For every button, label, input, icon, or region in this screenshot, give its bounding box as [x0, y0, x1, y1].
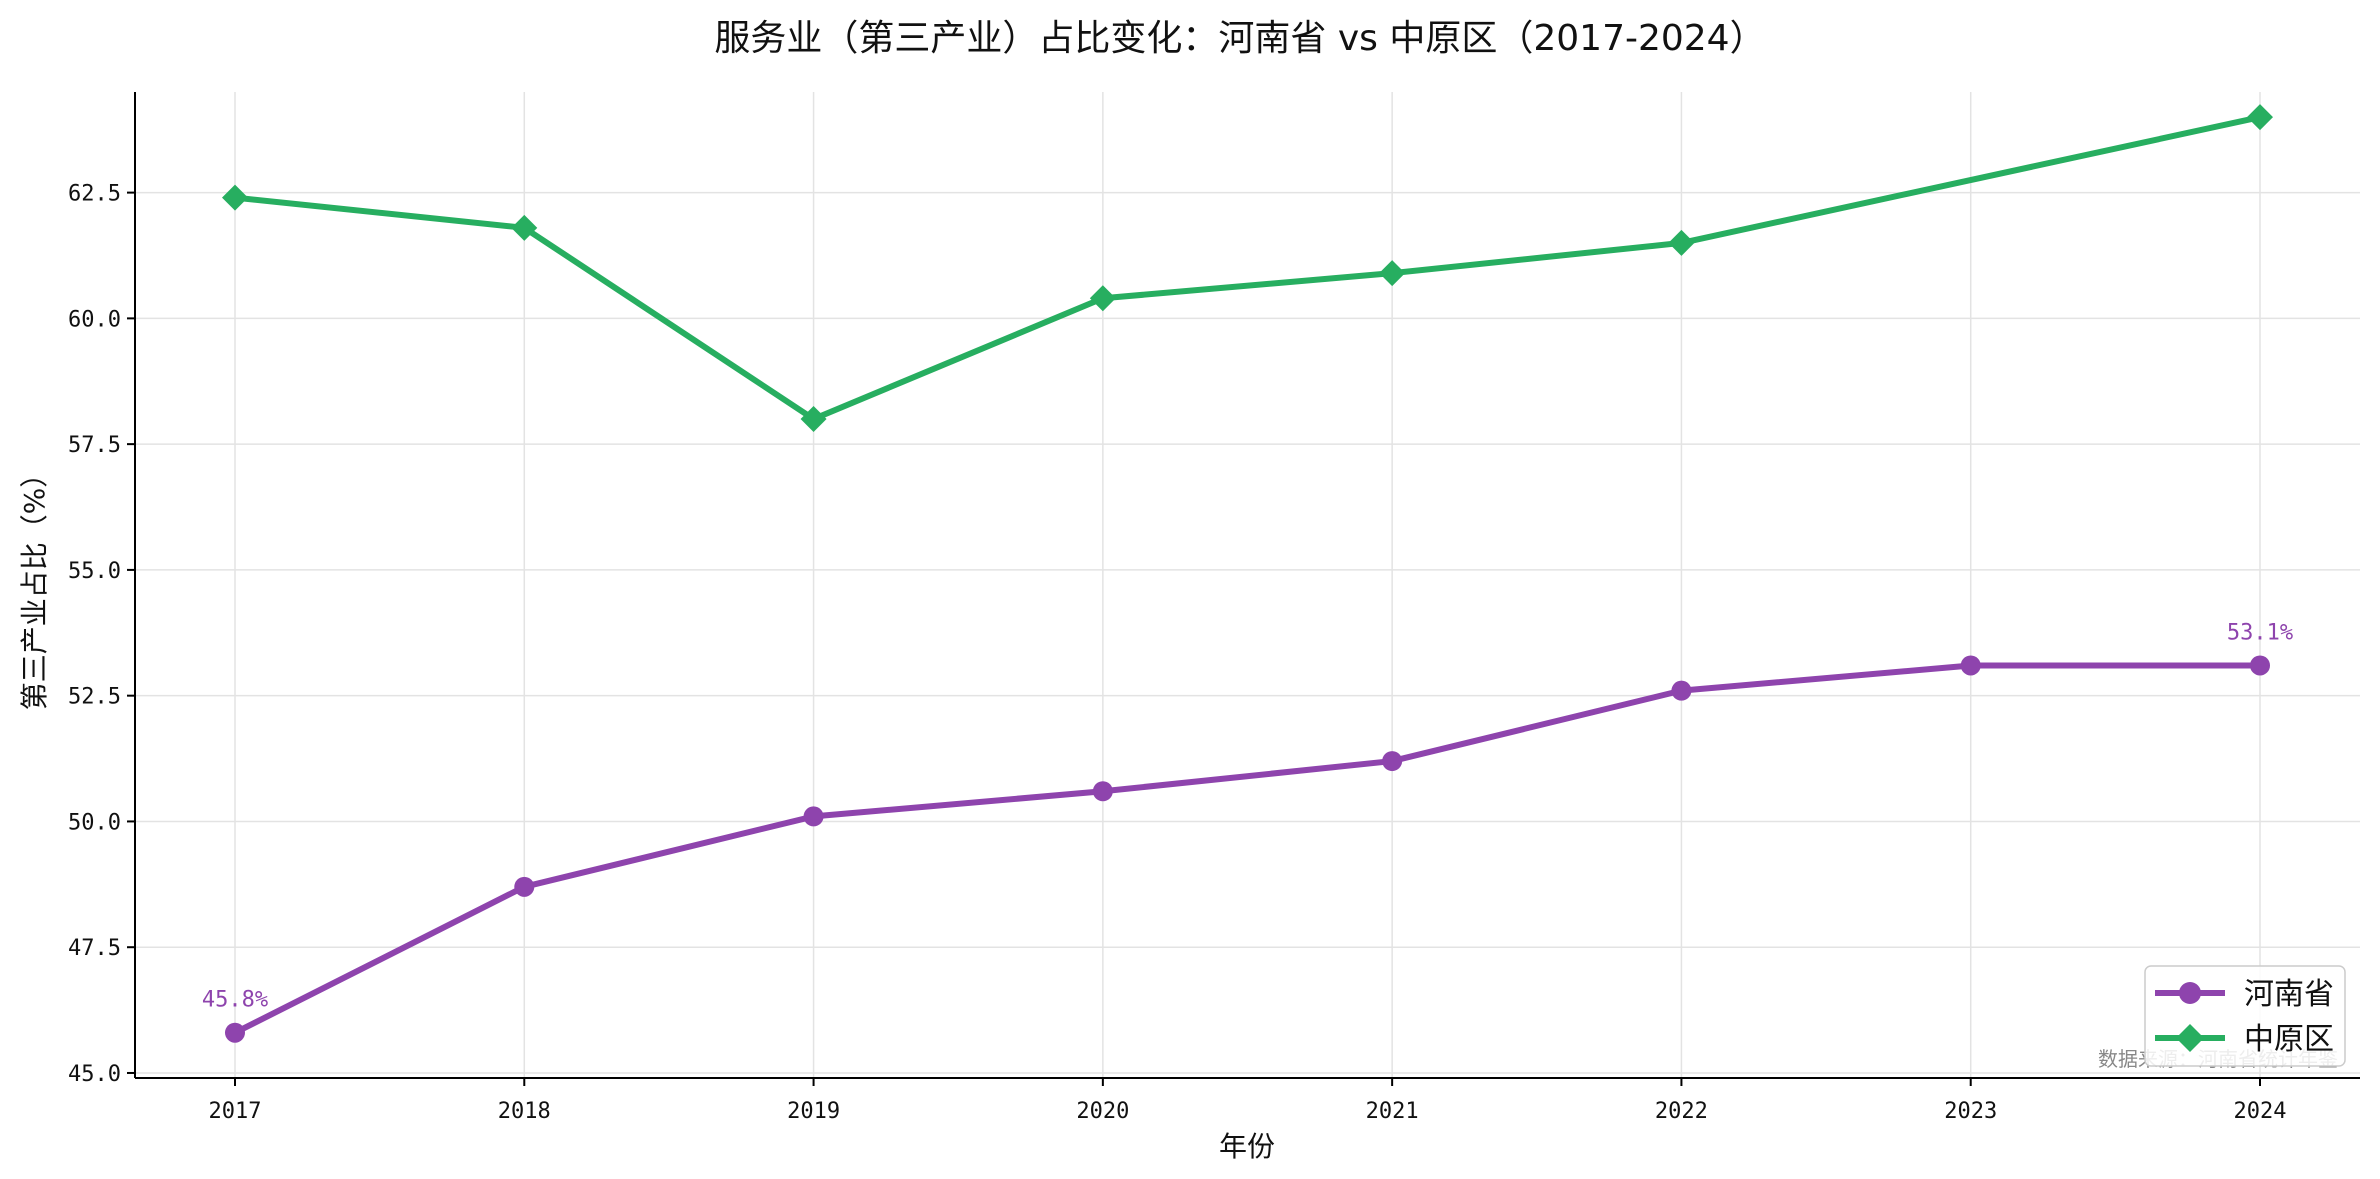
- y-tick-label: 62.5: [68, 182, 121, 207]
- x-tick-label: 2020: [1076, 1099, 1129, 1124]
- data-point-1-2: [800, 405, 827, 432]
- x-tick-label: 2019: [787, 1099, 840, 1124]
- x-tick-label: 2023: [1944, 1099, 1997, 1124]
- legend-label-0: 河南省: [2244, 977, 2334, 1012]
- x-axis-label: 年份: [1219, 1130, 1275, 1163]
- y-ticks: 45.0 47.5 50.0 52.5 55.0 57.5 60.0 62.5: [68, 182, 135, 1087]
- data-point-1-5: [1668, 229, 1695, 256]
- y-tick-label: 57.5: [68, 433, 121, 458]
- series-line-0: [232, 662, 2263, 1036]
- x-tick-label: 2021: [1366, 1099, 1419, 1124]
- data-point-0-2: [803, 806, 824, 827]
- data-point-0-0: [225, 1022, 245, 1043]
- data-point-0-1: [514, 876, 535, 897]
- x-tick-label: 2018: [498, 1099, 551, 1124]
- y-tick-label: 52.5: [68, 685, 121, 710]
- series-lines: [232, 114, 2263, 1036]
- data-label-1: 53.1%: [2227, 620, 2293, 645]
- chart-title: 服务业（第三产业）占比变化：河南省 vs 中原区（2017-2024）: [714, 18, 1765, 59]
- y-tick-label: 60.0: [68, 307, 121, 332]
- y-tick-label: 45.0: [68, 1062, 121, 1087]
- y-tick-label: 47.5: [68, 936, 121, 961]
- data-label-0: 45.8%: [202, 988, 268, 1013]
- y-tick-label: 55.0: [68, 559, 121, 584]
- data-labels: 45.8% 53.1%: [202, 620, 2293, 1012]
- data-point-1-0: [222, 184, 248, 211]
- series-line-1: [232, 114, 2263, 422]
- data-point-1-4: [1379, 260, 1406, 287]
- data-point-0-7: [2250, 655, 2270, 676]
- grid: [135, 92, 2360, 1078]
- legend-marker-0: [2179, 982, 2201, 1004]
- y-axis-label: 第三产业占比（%）: [18, 460, 51, 711]
- x-ticks: 2017 2018 2019 2020 2021 2022 2023 2024: [209, 1078, 2287, 1124]
- x-tick-label: 2022: [1655, 1099, 1708, 1124]
- y-tick-label: 50.0: [68, 810, 121, 835]
- data-point-1-7: [2247, 104, 2273, 131]
- data-point-1-1: [511, 214, 538, 241]
- series-markers: [222, 104, 2273, 1043]
- data-point-1-3: [1089, 285, 1116, 312]
- legend-marker-1: [2176, 1024, 2204, 1052]
- legend-label-1: 中原区: [2244, 1022, 2334, 1057]
- data-point-0-5: [1671, 680, 1692, 701]
- x-tick-label: 2024: [2234, 1099, 2287, 1124]
- data-point-0-3: [1092, 781, 1113, 802]
- data-point-0-6: [1960, 655, 1981, 676]
- data-point-0-4: [1382, 751, 1403, 772]
- x-tick-label: 2017: [209, 1099, 262, 1124]
- axes: [134, 92, 2360, 1079]
